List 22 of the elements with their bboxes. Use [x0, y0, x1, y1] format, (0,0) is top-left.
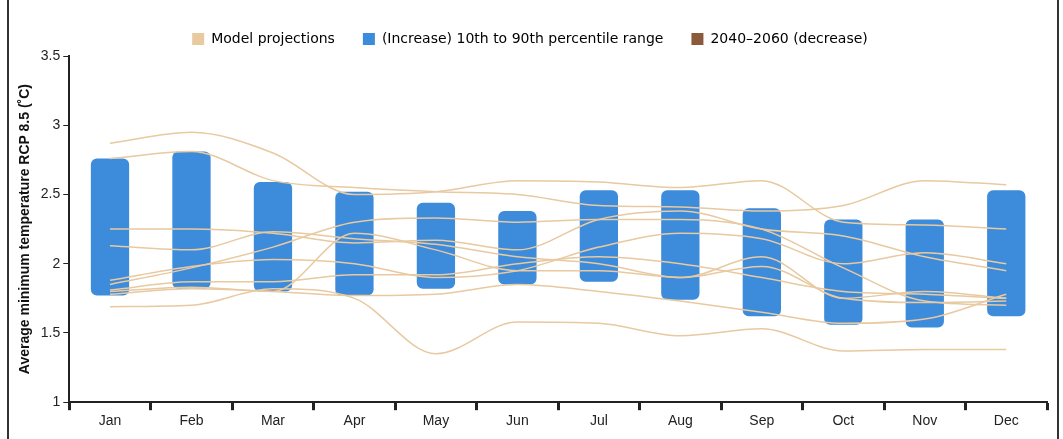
x-tick-label: Nov: [912, 412, 938, 429]
x-tick-label: May: [422, 412, 450, 429]
x-tick-label: Sep: [749, 412, 775, 429]
y-tick-label: 1: [52, 393, 61, 410]
x-tick-label: Dec: [993, 412, 1019, 429]
x-tick-label: Aug: [667, 412, 693, 429]
legend-label: Model projections: [211, 29, 335, 46]
x-tick-label: Jul: [589, 412, 608, 429]
x-tick-label: Oct: [832, 412, 855, 429]
x-tick-label: Mar: [260, 412, 286, 429]
y-tick-label: 3.5: [40, 46, 61, 63]
x-tick-label: Jan: [98, 412, 122, 429]
y-tick-label: 3: [52, 116, 61, 133]
x-tick-label: Jun: [506, 412, 529, 429]
y-tick-label: 2.5: [40, 185, 61, 202]
y-axis-title: Average minimum temperature RCP 8.5 (˚C): [16, 84, 33, 375]
x-tick-label: Apr: [343, 412, 366, 429]
legend-label: 2040–2060 (decrease): [710, 29, 868, 46]
legend-label: (Increase) 10th to 90th percentile range: [381, 29, 664, 46]
y-tick-label: 1.5: [40, 323, 61, 340]
x-tick-label: Feb: [179, 412, 204, 429]
y-tick-label: 2: [52, 254, 61, 271]
